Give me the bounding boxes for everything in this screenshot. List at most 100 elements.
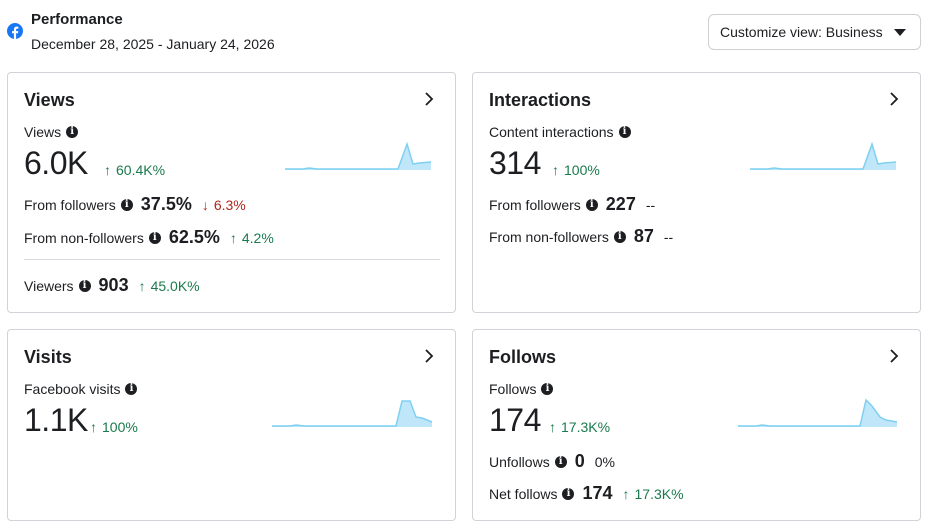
sparkline-line (272, 400, 433, 427)
net-follows-row: Net follows i 174 ↑ 17.3K% (489, 483, 684, 504)
from-nonfollowers-value: 87 (633, 226, 654, 246)
views-from-followers-row: From followers i 37.5% ↓ 6.3% (24, 194, 246, 215)
visits-sparkline (272, 400, 433, 427)
caret-down-icon (894, 29, 906, 36)
unfollows-row: Unfollows i 0 0% (489, 451, 615, 472)
arrow-up-icon: ↑ (90, 419, 97, 435)
views-from-nonfollowers-row: From non-followers i 62.5% ↑ 4.2% (24, 227, 274, 248)
change-value: 100% (564, 162, 600, 178)
arrow-up-icon: ↑ (104, 162, 111, 178)
visits-change: ↑ 100% (90, 419, 138, 435)
info-icon[interactable]: i (618, 126, 631, 138)
change-value: 60.4K% (116, 162, 166, 178)
interactions-change: ↑ 100% (552, 162, 600, 178)
arrow-up-icon: ↑ (229, 229, 237, 246)
info-icon[interactable]: i (148, 231, 161, 244)
follows-card[interactable]: Follows Follows i 174 ↑ 17.3K% Unfollows… (472, 329, 921, 521)
arrow-up-icon: ↑ (549, 419, 556, 435)
sparkline-area (285, 144, 431, 170)
interactions-metric-label: Content interactions i (489, 124, 631, 140)
interactions-from-followers-row: From followers i 227 -- (489, 194, 655, 215)
from-nonfollowers-change: ↑ 4.2% (230, 230, 274, 246)
follows-sparkline (738, 398, 898, 427)
sparkline-area (272, 401, 432, 427)
label-text: Viewers (24, 277, 74, 294)
sparkline-line (738, 398, 898, 427)
visits-metric-value: 1.1K (24, 402, 88, 438)
page-title: Performance (31, 11, 123, 28)
chevron-right-icon[interactable] (422, 347, 436, 365)
label-text: Net follows (489, 485, 558, 502)
interactions-sparkline (750, 141, 897, 170)
arrow-up-icon: ↑ (552, 162, 559, 178)
arrow-down-icon: ↓ (201, 196, 209, 213)
label-text: From followers (24, 196, 116, 213)
info-icon[interactable]: i (125, 383, 138, 395)
unfollows-value: 0 (574, 451, 585, 471)
visits-metric-label: Facebook visits i (24, 381, 138, 397)
visits-card[interactable]: Visits Facebook visits i 1.1K ↑ 100% (7, 329, 456, 521)
net-follows-value: 174 (582, 483, 613, 503)
change-value: 6.3% (213, 196, 246, 213)
info-icon[interactable]: i (585, 198, 598, 211)
label-text: Content interactions (489, 124, 614, 140)
arrow-up-icon: ↑ (138, 277, 146, 294)
from-followers-value: 37.5% (140, 194, 192, 214)
customize-view-label: Customize view: Business (720, 24, 883, 40)
views-card[interactable]: Views Views i 6.0K ↑ 60.4K% From followe… (7, 72, 456, 313)
info-icon[interactable]: i (120, 198, 133, 211)
label-text: Facebook visits (24, 381, 121, 397)
views-sparkline (285, 141, 432, 170)
viewers-value: 903 (98, 275, 129, 295)
sparkline-line (285, 141, 432, 170)
card-title: Visits (24, 347, 72, 367)
label-text: Follows (489, 381, 537, 397)
interactions-from-nonfollowers-row: From non-followers i 87 -- (489, 226, 673, 247)
sparkline-area (738, 400, 897, 427)
from-followers-change: -- (645, 196, 656, 213)
follows-metric-value: 174 (489, 402, 541, 438)
change-value: 17.3K% (561, 419, 611, 435)
arrow-up-icon: ↑ (622, 485, 630, 502)
interactions-metric-value: 314 (489, 145, 541, 181)
divider (24, 259, 440, 260)
unfollows-change: 0% (594, 453, 615, 470)
net-follows-change: ↑ 17.3K% (623, 486, 684, 502)
interactions-card[interactable]: Interactions Content interactions i 314 … (472, 72, 921, 313)
from-followers-change: ↓ 6.3% (202, 197, 246, 213)
card-title: Follows (489, 347, 556, 367)
from-followers-value: 227 (605, 194, 636, 214)
viewers-change: ↑ 45.0K% (139, 278, 200, 294)
label-text: Views (24, 124, 62, 140)
views-metric-label: Views i (24, 124, 79, 140)
change-value: 17.3K% (634, 485, 684, 502)
info-icon[interactable]: i (562, 487, 575, 500)
chevron-right-icon[interactable] (887, 347, 901, 365)
facebook-logo-icon (7, 23, 23, 39)
from-nonfollowers-change: -- (663, 228, 674, 245)
change-value: 100% (102, 419, 138, 435)
follows-change: ↑ 17.3K% (549, 419, 610, 435)
label-text: From followers (489, 196, 581, 213)
info-icon[interactable]: i (554, 455, 567, 468)
viewers-row: Viewers i 903 ↑ 45.0K% (24, 275, 200, 296)
chevron-right-icon[interactable] (422, 90, 436, 108)
chevron-right-icon[interactable] (887, 90, 901, 108)
label-text: From non-followers (24, 229, 144, 246)
sparkline-line (750, 141, 897, 170)
views-metric-value: 6.0K (24, 145, 88, 181)
follows-metric-label: Follows i (489, 381, 554, 397)
label-text: Unfollows (489, 453, 550, 470)
info-icon[interactable]: i (541, 383, 554, 395)
sparkline-area (750, 144, 896, 170)
change-value: 4.2% (241, 229, 274, 246)
from-nonfollowers-value: 62.5% (168, 227, 220, 247)
change-value: 45.0K% (150, 277, 200, 294)
views-change: ↑ 60.4K% (104, 162, 165, 178)
card-title: Interactions (489, 90, 592, 110)
customize-view-dropdown[interactable]: Customize view: Business (708, 14, 921, 50)
info-icon[interactable]: i (613, 230, 626, 243)
info-icon[interactable]: i (66, 126, 79, 138)
card-title: Views (24, 90, 75, 110)
info-icon[interactable]: i (78, 279, 91, 292)
